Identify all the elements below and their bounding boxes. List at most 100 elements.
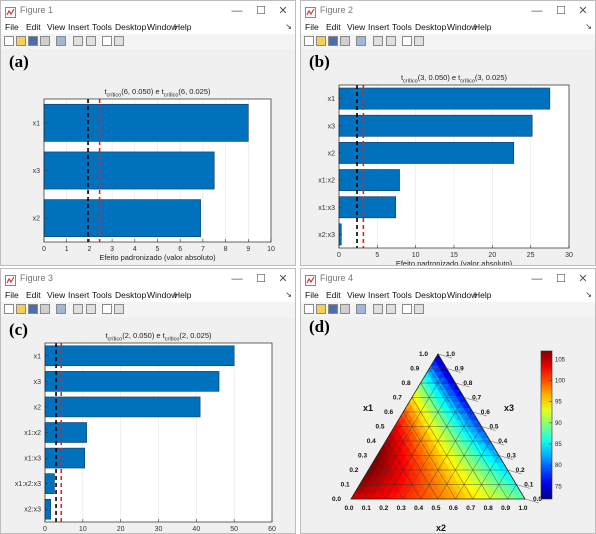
insert-legend-icon[interactable] bbox=[86, 304, 96, 314]
menu-window[interactable]: Window bbox=[147, 290, 178, 300]
x-tick-label: 0 bbox=[43, 526, 47, 533]
menu-tools[interactable]: Tools bbox=[92, 290, 112, 300]
menu-edit[interactable]: Edit bbox=[26, 22, 41, 32]
menu-tools[interactable]: Tools bbox=[92, 22, 112, 32]
title-bar[interactable]: Figure 3 — ☐ ✕ bbox=[1, 269, 295, 289]
menu-view[interactable]: View bbox=[47, 290, 66, 300]
menu-desktop[interactable]: Desktop bbox=[115, 290, 147, 300]
dock-arrow-icon[interactable]: ↘ bbox=[285, 290, 292, 299]
toolbar bbox=[301, 34, 595, 50]
insert-legend-icon[interactable] bbox=[386, 304, 396, 314]
menu-help[interactable]: Help bbox=[474, 290, 492, 300]
menu-window[interactable]: Window bbox=[447, 22, 478, 32]
minimize-button[interactable]: — bbox=[231, 273, 243, 285]
insert-legend-icon[interactable] bbox=[386, 36, 396, 46]
ternary-grid-line bbox=[472, 455, 500, 500]
menu-insert[interactable]: Insert bbox=[68, 22, 90, 32]
property-inspector-icon[interactable] bbox=[114, 304, 124, 314]
menu-desktop[interactable]: Desktop bbox=[115, 22, 147, 32]
close-button[interactable]: ✕ bbox=[278, 273, 288, 285]
minimize-button[interactable]: — bbox=[231, 5, 243, 17]
title-bar[interactable]: Figure 1 — ☐ ✕ bbox=[1, 1, 295, 21]
ternary-grid-line bbox=[437, 426, 482, 500]
menu-window[interactable]: Window bbox=[447, 290, 478, 300]
menu-help[interactable]: Help bbox=[174, 22, 192, 32]
ternary-grid-line bbox=[385, 440, 421, 500]
property-inspector-icon[interactable] bbox=[414, 304, 424, 314]
menu-edit[interactable]: Edit bbox=[26, 290, 41, 300]
menu-file[interactable]: File bbox=[5, 290, 19, 300]
maximize-button[interactable]: ☐ bbox=[556, 273, 566, 285]
new-figure-icon[interactable] bbox=[304, 304, 314, 314]
print-icon[interactable] bbox=[340, 36, 350, 46]
close-button[interactable]: ✕ bbox=[578, 5, 588, 17]
title-bar[interactable]: Figure 2 — ☐ ✕ bbox=[301, 1, 595, 21]
insert-colorbar-icon[interactable] bbox=[373, 36, 383, 46]
dock-arrow-icon[interactable]: ↘ bbox=[585, 22, 592, 31]
insert-colorbar-icon[interactable] bbox=[73, 304, 83, 314]
new-figure-icon[interactable] bbox=[304, 36, 314, 46]
menu-tools[interactable]: Tools bbox=[392, 290, 412, 300]
menu-file[interactable]: File bbox=[305, 290, 319, 300]
link-plot-icon[interactable] bbox=[356, 304, 366, 314]
window-title: Figure 2 bbox=[320, 5, 354, 15]
close-button[interactable]: ✕ bbox=[578, 273, 588, 285]
edit-plot-icon[interactable] bbox=[402, 36, 412, 46]
dock-arrow-icon[interactable]: ↘ bbox=[285, 22, 292, 31]
save-icon[interactable] bbox=[328, 36, 338, 46]
save-icon[interactable] bbox=[28, 36, 38, 46]
menu-insert[interactable]: Insert bbox=[68, 290, 90, 300]
open-file-icon[interactable] bbox=[16, 36, 26, 46]
menu-insert[interactable]: Insert bbox=[368, 290, 390, 300]
menu-view[interactable]: View bbox=[347, 22, 366, 32]
menu-edit[interactable]: Edit bbox=[326, 22, 341, 32]
menu-view[interactable]: View bbox=[347, 290, 366, 300]
menu-file[interactable]: File bbox=[5, 22, 19, 32]
edit-plot-icon[interactable] bbox=[102, 36, 112, 46]
x1-tick-label: 0.7 bbox=[393, 395, 402, 402]
print-icon[interactable] bbox=[40, 304, 50, 314]
edit-plot-icon[interactable] bbox=[102, 304, 112, 314]
y-tick-label: x2 bbox=[34, 404, 42, 411]
menu-desktop[interactable]: Desktop bbox=[415, 290, 447, 300]
menu-desktop[interactable]: Desktop bbox=[415, 22, 447, 32]
minimize-button[interactable]: — bbox=[531, 5, 543, 17]
link-plot-icon[interactable] bbox=[56, 304, 66, 314]
menu-view[interactable]: View bbox=[47, 22, 66, 32]
new-figure-icon[interactable] bbox=[4, 304, 14, 314]
menu-edit[interactable]: Edit bbox=[326, 290, 341, 300]
property-inspector-icon[interactable] bbox=[114, 36, 124, 46]
menu-window[interactable]: Window bbox=[147, 22, 178, 32]
pareto-chart: x1 x3 x2 x1:x2 x1:x3 x2:x3 0 5 10 15 20 25 30 Efeito … bbox=[318, 73, 573, 265]
link-plot-icon[interactable] bbox=[56, 36, 66, 46]
close-button[interactable]: ✕ bbox=[278, 5, 288, 17]
menu-insert[interactable]: Insert bbox=[368, 22, 390, 32]
save-icon[interactable] bbox=[328, 304, 338, 314]
menu-help[interactable]: Help bbox=[174, 290, 192, 300]
property-inspector-icon[interactable] bbox=[414, 36, 424, 46]
menu-file[interactable]: File bbox=[305, 22, 319, 32]
insert-legend-icon[interactable] bbox=[86, 36, 96, 46]
dock-arrow-icon[interactable]: ↘ bbox=[585, 290, 592, 299]
open-file-icon[interactable] bbox=[316, 304, 326, 314]
maximize-button[interactable]: ☐ bbox=[256, 273, 266, 285]
y-tick-label: x2 bbox=[33, 216, 41, 223]
print-icon[interactable] bbox=[40, 36, 50, 46]
edit-plot-icon[interactable] bbox=[402, 304, 412, 314]
maximize-button[interactable]: ☐ bbox=[256, 5, 266, 17]
open-file-icon[interactable] bbox=[16, 304, 26, 314]
minimize-button[interactable]: — bbox=[531, 273, 543, 285]
link-plot-icon[interactable] bbox=[356, 36, 366, 46]
x-tick-label: 0 bbox=[42, 246, 46, 253]
insert-colorbar-icon[interactable] bbox=[73, 36, 83, 46]
x1-tick-label: 1.0 bbox=[419, 351, 428, 358]
maximize-button[interactable]: ☐ bbox=[556, 5, 566, 17]
print-icon[interactable] bbox=[340, 304, 350, 314]
menu-tools[interactable]: Tools bbox=[392, 22, 412, 32]
open-file-icon[interactable] bbox=[316, 36, 326, 46]
title-bar[interactable]: Figure 4 — ☐ ✕ bbox=[301, 269, 595, 289]
save-icon[interactable] bbox=[28, 304, 38, 314]
menu-help[interactable]: Help bbox=[474, 22, 492, 32]
insert-colorbar-icon[interactable] bbox=[373, 304, 383, 314]
new-figure-icon[interactable] bbox=[4, 36, 14, 46]
